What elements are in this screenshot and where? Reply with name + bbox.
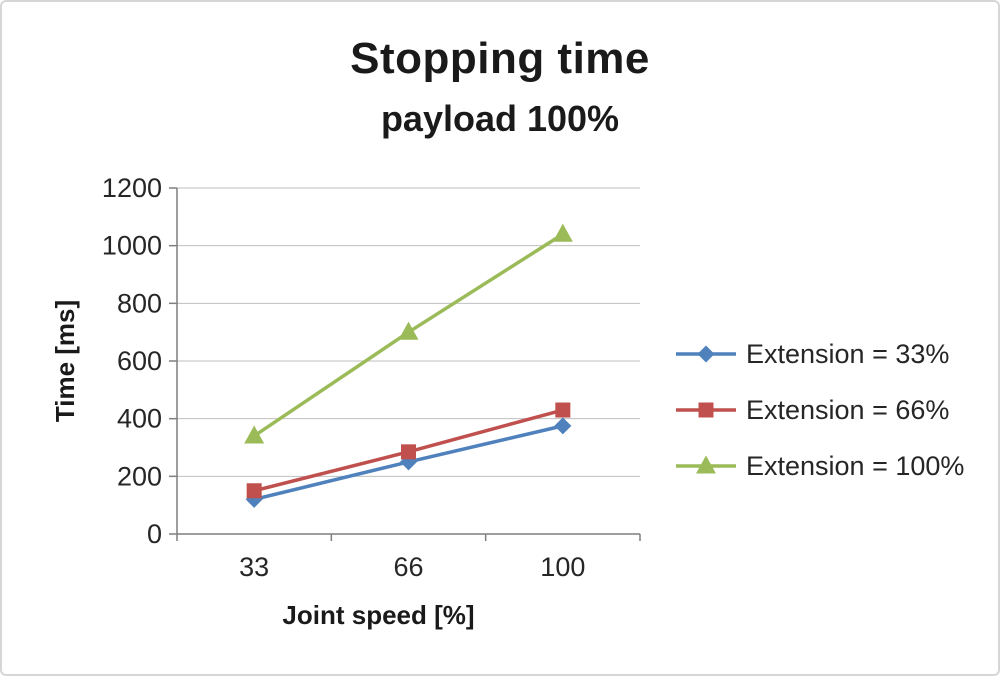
square-marker-icon bbox=[555, 402, 571, 418]
y-tick-label: 600 bbox=[117, 346, 162, 376]
diamond-marker-icon bbox=[697, 345, 715, 363]
legend: Extension = 33% Extension = 66% Extension … bbox=[674, 338, 964, 482]
y-axis-title: Time [ms] bbox=[50, 300, 80, 422]
y-tick-label: 800 bbox=[117, 288, 162, 318]
legend-item-2: Extension = 66% bbox=[674, 394, 964, 426]
chart-subtitle: payload 100% bbox=[380, 98, 620, 139]
y-tick-label: 200 bbox=[117, 461, 162, 491]
legend-sample-diamond-icon bbox=[676, 345, 736, 363]
square-marker-icon bbox=[401, 444, 416, 460]
y-tick-label: 400 bbox=[117, 404, 162, 434]
x-tick-label: 66 bbox=[393, 552, 423, 582]
x-tick-label: 100 bbox=[540, 552, 585, 582]
square-marker-icon bbox=[698, 402, 714, 418]
legend-item-3: Extension = 100% bbox=[674, 450, 964, 482]
x-axis-title: Joint speed [%] bbox=[282, 600, 474, 630]
legend-sample-square-icon bbox=[676, 402, 736, 418]
legend-label: Extension = 66% bbox=[746, 394, 950, 425]
y-tick-label: 1000 bbox=[102, 231, 162, 261]
y-tick-label: 1200 bbox=[102, 173, 162, 203]
triangle-marker-icon bbox=[398, 321, 419, 340]
y-tick-label: 0 bbox=[147, 519, 162, 549]
chart-title: Stopping time bbox=[350, 34, 650, 83]
x-tick-label: 33 bbox=[239, 552, 269, 582]
triangle-marker-icon bbox=[244, 425, 265, 444]
legend-item-1: Extension = 33% bbox=[674, 338, 964, 370]
legend-sample-triangle-icon bbox=[676, 455, 736, 474]
square-marker-icon bbox=[246, 483, 262, 499]
legend-label: Extension = 33% bbox=[746, 338, 950, 369]
triangle-marker-icon bbox=[552, 223, 573, 242]
triangle-marker-icon bbox=[696, 455, 716, 474]
diamond-marker-icon bbox=[554, 417, 572, 435]
legend-label: Extension = 100% bbox=[746, 450, 965, 481]
